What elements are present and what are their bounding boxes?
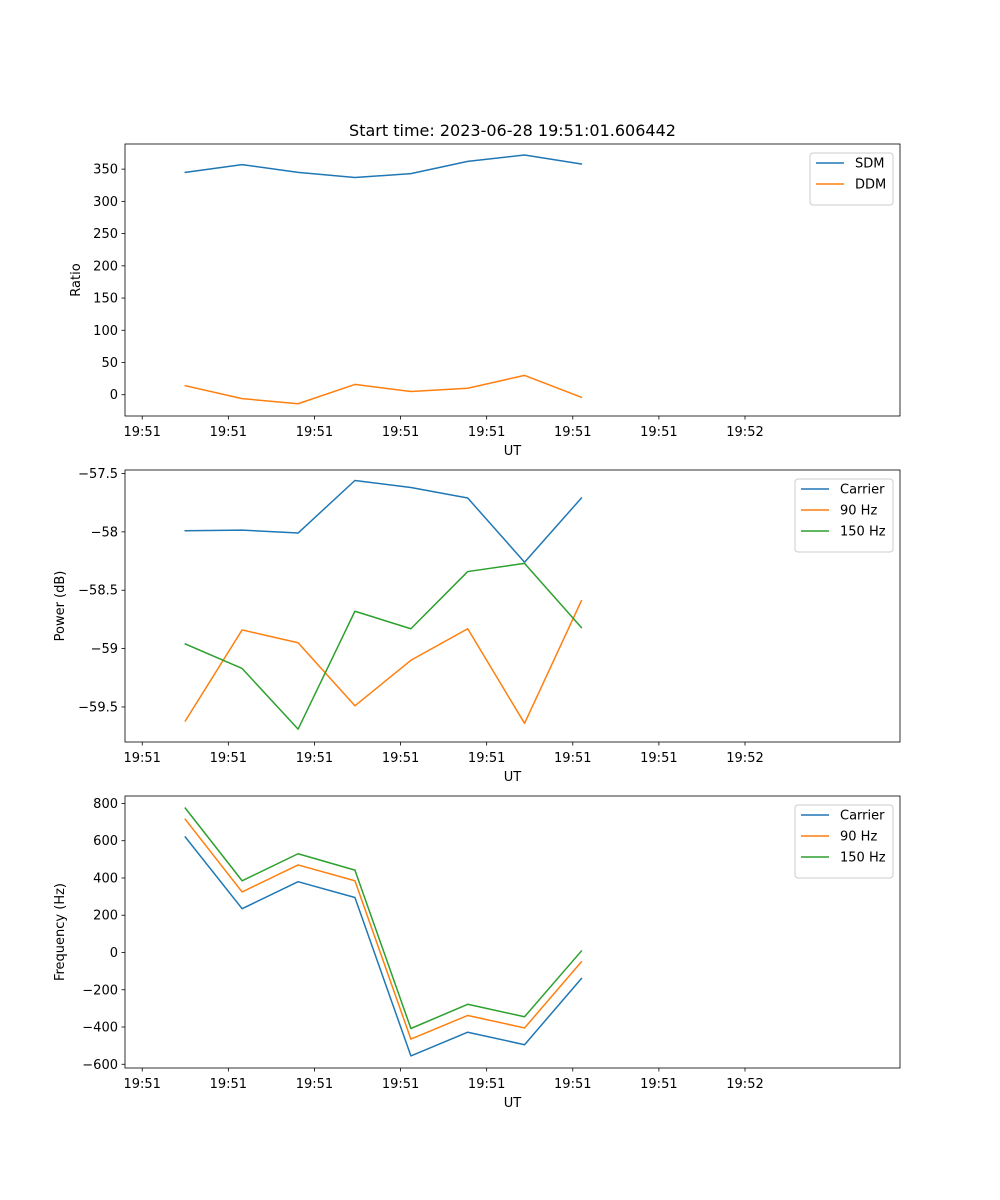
y-tick-label: 150 [93,292,118,307]
y-tick-label: 400 [93,871,118,886]
x-axis-label: UT [504,444,522,459]
x-tick-label: 19:51 [468,751,505,766]
chart-title: Start time: 2023-06-28 19:51:01.606442 [349,121,676,140]
x-tick-label: 19:51 [296,751,333,766]
x-tick-label: 19:51 [382,1077,419,1092]
legend-label: Carrier [840,483,885,498]
y-tick-label: −400 [82,1021,118,1036]
x-tick-label: 19:51 [640,751,677,766]
x-tick-label: 19:51 [554,425,591,440]
x-tick-label: 19:51 [640,1077,677,1092]
legend-label: 90 Hz [840,504,877,519]
x-tick-label: 19:51 [468,425,505,440]
plot-area-1 [124,143,901,417]
legend-label: SDM [855,157,884,172]
x-tick-label: 19:51 [468,1077,505,1092]
y-tick-label: 0 [110,946,118,961]
x-tick-label: 19:51 [296,425,333,440]
y-tick-label: −600 [82,1058,118,1073]
panel-3: 19:51 19:51 19:51 19:51 19:51 19:51 19:51 19:52… [53,795,901,1111]
x-tick-label: 19:51 [554,1077,591,1092]
legend-1: SDM DDM [809,152,894,206]
y-tick-label: −58.5 [78,584,118,599]
y-axis-label: Power (dB) [53,571,68,642]
legend-2: Carrier 90 Hz 150 Hz [794,478,894,553]
x-tick-label: 19:52 [726,1077,763,1092]
series-line-90-hz [184,599,583,725]
x-tick-label: 19:51 [210,1077,247,1092]
legend-label: 90 Hz [840,830,877,845]
legend-frame [809,152,894,206]
y-tick-label: 800 [93,797,118,812]
x-tick-label: 19:51 [554,751,591,766]
x-tick-label: 19:52 [726,425,763,440]
y-tick-label: 200 [93,259,118,274]
y-tick-label: −57.5 [78,467,118,482]
y-tick-label: 100 [93,324,118,339]
x-tick-label: 19:51 [640,425,677,440]
y-tick-label: −59 [91,642,118,657]
y-tick-label: −58 [91,525,118,540]
series-line-carrier [184,479,583,563]
plot-area-2 [124,469,901,743]
x-tick-label: 19:51 [382,751,419,766]
y-tick-label: 350 [93,163,118,178]
legend-label: 150 Hz [840,525,886,540]
legend-label: Carrier [840,809,885,824]
legend-3: Carrier 90 Hz 150 Hz [794,804,894,879]
plot-area-3 [124,795,901,1069]
legend-frame [794,478,894,553]
panel-2: 19:51 19:51 19:51 19:51 19:51 19:51 19:51 19:52… [53,467,901,785]
legend-label: 150 Hz [840,851,886,866]
x-tick-label: 19:51 [210,751,247,766]
x-tick-label: 19:51 [382,425,419,440]
y-tick-label: 50 [101,356,118,371]
x-axis-label: UT [504,1096,522,1111]
y-tick-label: 600 [93,834,118,849]
series-line-carrier [184,835,583,1057]
series-line-150-hz [184,807,583,1030]
y-tick-label: 0 [110,388,118,403]
x-axis-label: UT [504,770,522,785]
series-line-ddm [184,374,583,405]
y-tick-label: 300 [93,195,118,210]
y-tick-label: −200 [82,983,118,998]
y-axis-label: Frequency (Hz) [53,883,68,981]
series-line-90-hz [184,818,583,1040]
y-tick-label: 200 [93,909,118,924]
panels: 19:51 19:51 19:51 19:51 19:51 19:51 19:51 19:52… [53,143,901,1111]
legend-frame [794,804,894,879]
x-tick-label: 19:52 [726,751,763,766]
y-tick-label: 250 [93,227,118,242]
x-tick-label: 19:51 [123,751,160,766]
x-tick-label: 19:51 [123,425,160,440]
legend-label: DDM [855,178,886,193]
series-line-150-hz [184,562,583,730]
y-axis-label: Ratio [69,263,84,296]
y-tick-label: −59.5 [78,700,118,715]
x-tick-label: 19:51 [210,425,247,440]
x-tick-label: 19:51 [123,1077,160,1092]
series-line-sdm [184,154,583,179]
panel-1: 19:51 19:51 19:51 19:51 19:51 19:51 19:51 19:52… [69,143,901,459]
x-tick-label: 19:51 [296,1077,333,1092]
